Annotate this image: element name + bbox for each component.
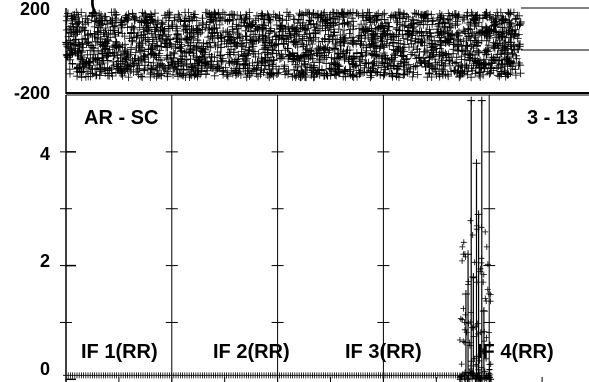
if-2-label: IF 2(RR) [213,341,290,363]
spike-point-2 [467,96,476,105]
spike-point-4 [472,159,481,168]
spike-scatter-points [456,217,495,382]
if-3-label: IF 3(RR) [345,341,422,363]
top-panel-grid [65,7,589,94]
bottom-panel-frame [65,94,589,382]
spike-point-0 [461,290,470,299]
baseline-points [63,372,492,379]
phase-band [62,8,525,82]
bottom-panel: AR - SC 3 - 13 4 2 0 IF 1(RR) IF 2(RR) I… [40,94,589,382]
spike-point-6 [477,96,486,105]
baseline-name-label: AR - SC [84,107,158,129]
top-y-tick-label-neg200: -200 [14,83,50,103]
if-1-label: IF 1(RR) [81,341,158,363]
baseline-trace [63,372,492,379]
top-y-tick-label-200: 200 [20,0,50,19]
phase-band-points [62,8,525,82]
if-4-label: IF 4(RR) [477,341,554,363]
spike-trace [456,96,495,382]
bottom-y-tick-label-4: 4 [40,144,50,164]
top-title-fragment: ( [90,0,97,13]
bottom-y-tick-label-2: 2 [40,251,50,271]
top-panel: ( 200 -200 [14,0,589,103]
bottom-y-tick-label-0: 0 [40,359,50,379]
antenna-pair-label: 3 - 13 [527,107,578,129]
